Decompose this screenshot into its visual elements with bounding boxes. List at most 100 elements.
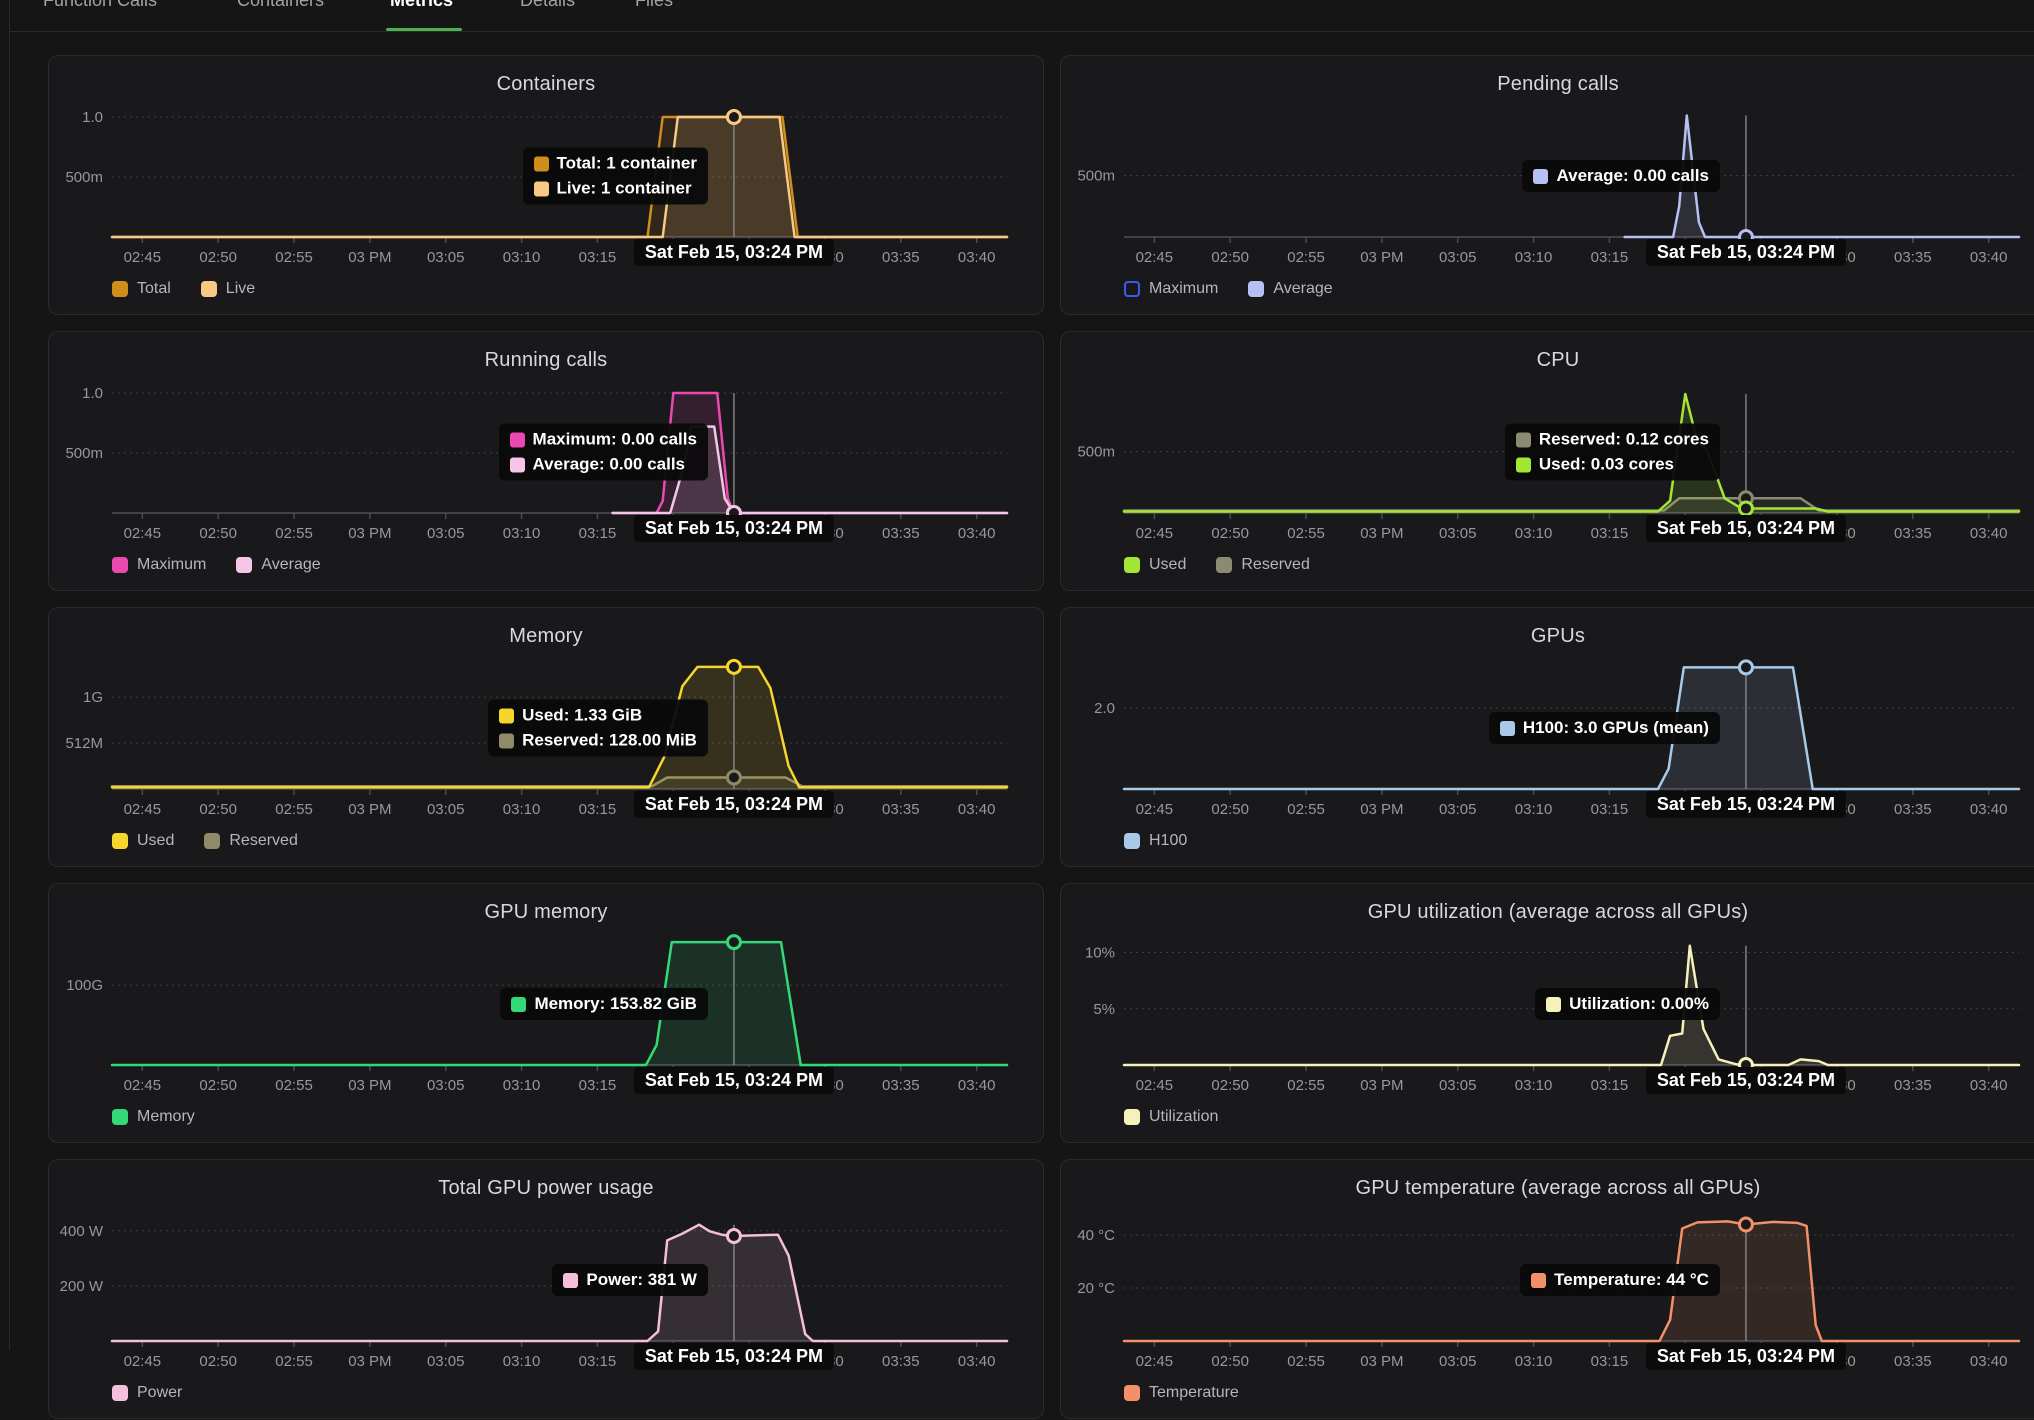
x-axis-tick-label: 03:35 bbox=[882, 1077, 920, 1094]
tooltip-text: Used: 1.33 GiB bbox=[522, 705, 643, 725]
legend-item-temperature[interactable]: Temperature bbox=[1124, 1384, 1239, 1402]
tooltip-swatch bbox=[1499, 720, 1515, 736]
x-axis-tick-label: 03:35 bbox=[1894, 1077, 1932, 1094]
legend-item-used[interactable]: Used bbox=[1124, 556, 1186, 574]
x-axis-tick-label: 03:15 bbox=[1591, 801, 1629, 818]
tab-metrics[interactable]: Metrics bbox=[390, 0, 454, 10]
legend-item-used[interactable]: Used bbox=[112, 832, 174, 850]
chart-panel-memory: Memory 1G 512M 02:45 02:50 02:55 03 PM 03:05 03:… bbox=[48, 607, 1044, 867]
crosshair-marker-used bbox=[725, 658, 742, 675]
legend-label: Average bbox=[1273, 280, 1333, 297]
x-axis-tick-label: 03:05 bbox=[1439, 1353, 1477, 1370]
legend-label: Average bbox=[261, 556, 321, 573]
tooltip-row: Utilization: 0.00% bbox=[1546, 994, 1709, 1014]
y-axis-tick-label: 500m bbox=[1077, 168, 1115, 185]
legend-item-average[interactable]: Average bbox=[1248, 280, 1333, 298]
x-axis-tick-label: 03 PM bbox=[348, 249, 391, 266]
crosshair-marker-live bbox=[725, 109, 742, 125]
legend-item-maximum[interactable]: Maximum bbox=[112, 556, 206, 574]
tab-details[interactable]: Details bbox=[520, 0, 576, 10]
crosshair-marker-temperature bbox=[1737, 1216, 1754, 1233]
tooltip-row: Total: 1 container bbox=[533, 154, 697, 174]
x-axis-tick-label: 03:10 bbox=[503, 1077, 541, 1094]
crosshair-date-label: Sat Feb 15, 03:24 PM bbox=[633, 239, 834, 266]
legend-label: Maximum bbox=[1149, 280, 1219, 297]
tooltip-swatch bbox=[511, 996, 527, 1012]
chart-tooltip: H100: 3.0 GPUs (mean) bbox=[1488, 712, 1720, 744]
x-axis-tick-label: 02:55 bbox=[1287, 525, 1325, 542]
x-axis-tick-label: 03:15 bbox=[579, 1353, 617, 1370]
legend-item-utilization[interactable]: Utilization bbox=[1124, 1108, 1218, 1126]
x-axis-tick-label: 03:35 bbox=[882, 1353, 920, 1370]
x-axis-tick-label: 02:45 bbox=[124, 525, 162, 542]
series-line-power bbox=[110, 1223, 1009, 1343]
chart-tooltip: Temperature: 44 °C bbox=[1520, 1264, 1720, 1296]
x-axis-tick-label: 03:05 bbox=[1439, 1077, 1477, 1094]
legend-label: Maximum bbox=[137, 556, 207, 573]
tab-files[interactable]: Files bbox=[635, 0, 674, 10]
tooltip-text: Temperature: 44 °C bbox=[1554, 1270, 1709, 1289]
x-axis-tick-label: 03:05 bbox=[427, 1353, 465, 1370]
x-axis-tick-label: 03:40 bbox=[1970, 1077, 2008, 1094]
legend-item-reserved[interactable]: Reserved bbox=[204, 832, 298, 850]
x-axis-tick-label: 02:50 bbox=[1211, 1077, 1249, 1094]
crosshair-date-label: Sat Feb 15, 03:24 PM bbox=[633, 791, 834, 818]
chart-title: GPU temperature (average across all GPUs… bbox=[1355, 1177, 1761, 1199]
x-axis-tick-label: 03:40 bbox=[958, 249, 996, 266]
chart-legend: Maximum Average bbox=[1124, 280, 1333, 298]
x-axis-tick-label: 02:50 bbox=[199, 1077, 237, 1094]
x-axis-tick-label: 03:05 bbox=[1439, 801, 1477, 818]
legend-item-maximum[interactable]: Maximum bbox=[1124, 280, 1218, 298]
tooltip-text: Used: 0.03 cores bbox=[1538, 454, 1674, 474]
legend-swatch bbox=[204, 833, 221, 849]
chart-canvas-containers[interactable]: 1.0 500m 02:45 02:50 02:55 03 PM 03:05 03:10 03:… bbox=[49, 56, 1045, 316]
tooltip-swatch bbox=[499, 733, 515, 748]
crosshair-date-label: Sat Feb 15, 03:24 PM bbox=[1645, 1067, 1846, 1094]
chart-title: CPU bbox=[1536, 349, 1580, 371]
active-tab-underline bbox=[386, 28, 462, 31]
tooltip-text: Reserved: 128.00 MiB bbox=[522, 730, 697, 750]
x-axis-tick-label: 02:50 bbox=[1211, 249, 1249, 266]
x-axis-tick-label: 02:55 bbox=[275, 1077, 313, 1094]
x-axis-tick-label: 02:45 bbox=[1136, 525, 1174, 542]
legend-label: Total bbox=[137, 280, 171, 297]
chart-legend: Total Live bbox=[112, 280, 255, 298]
x-axis-tick-label: 03:10 bbox=[503, 801, 541, 818]
legend-item-memory[interactable]: Memory bbox=[112, 1108, 195, 1126]
chart-canvas-gpu-power[interactable]: 400 W 200 W 02:45 02:50 02:55 03 PM 03:05 03:10… bbox=[49, 1160, 1045, 1420]
x-axis-tick-label: 03:15 bbox=[579, 249, 617, 266]
x-axis-tick-label: 03:15 bbox=[1591, 1077, 1629, 1094]
legend-swatch bbox=[112, 281, 128, 297]
tooltip-text: Live: 1 container bbox=[556, 178, 692, 198]
series-line-h100 bbox=[1122, 666, 2021, 791]
chart-tooltip: Power: 381 W bbox=[552, 1264, 708, 1296]
chart-legend: Power bbox=[112, 1384, 182, 1402]
chart-tooltip: Reserved: 0.12 cores Used: 0.03 cores bbox=[1504, 423, 1720, 481]
chart-legend: Temperature bbox=[1124, 1384, 1239, 1402]
chart-canvas-cpu[interactable]: 500m 02:45 02:50 02:55 03 PM 03:05 03:10 03:15 0… bbox=[1061, 332, 2034, 592]
chart-title: GPU memory bbox=[484, 901, 608, 923]
legend-item-power[interactable]: Power bbox=[112, 1384, 182, 1402]
x-axis-tick-label: 03:40 bbox=[1970, 249, 2008, 266]
chart-title: Containers bbox=[496, 73, 596, 95]
legend-label: Memory bbox=[137, 1108, 195, 1125]
tab-containers[interactable]: Containers bbox=[237, 0, 325, 10]
chart-panel-gpu-power: Total GPU power usage 400 W 200 W 02:45 02:5… bbox=[48, 1159, 1044, 1419]
x-axis-tick-label: 02:45 bbox=[1136, 1077, 1174, 1094]
x-axis-tick-label: 03:40 bbox=[958, 525, 996, 542]
legend-item-h100[interactable]: H100 bbox=[1124, 832, 1187, 850]
x-axis-tick-label: 03:10 bbox=[503, 525, 541, 542]
legend-item-average[interactable]: Average bbox=[236, 556, 321, 574]
y-axis-tick-label: 100G bbox=[66, 977, 103, 994]
tab-function-calls[interactable]: Function Calls bbox=[43, 0, 158, 10]
tooltip-swatch bbox=[509, 457, 525, 472]
tooltip-row: Temperature: 44 °C bbox=[1531, 1270, 1709, 1290]
x-axis-tick-label: 02:55 bbox=[1287, 1353, 1325, 1370]
tooltip-text: Maximum: 0.00 calls bbox=[532, 429, 697, 449]
legend-item-reserved[interactable]: Reserved bbox=[1216, 556, 1310, 574]
tooltip-swatch bbox=[1515, 457, 1531, 472]
legend-swatch bbox=[1124, 1109, 1140, 1125]
y-axis-tick-label: 512M bbox=[65, 735, 103, 752]
legend-item-live[interactable]: Live bbox=[200, 280, 255, 298]
legend-item-total[interactable]: Total bbox=[112, 280, 171, 298]
